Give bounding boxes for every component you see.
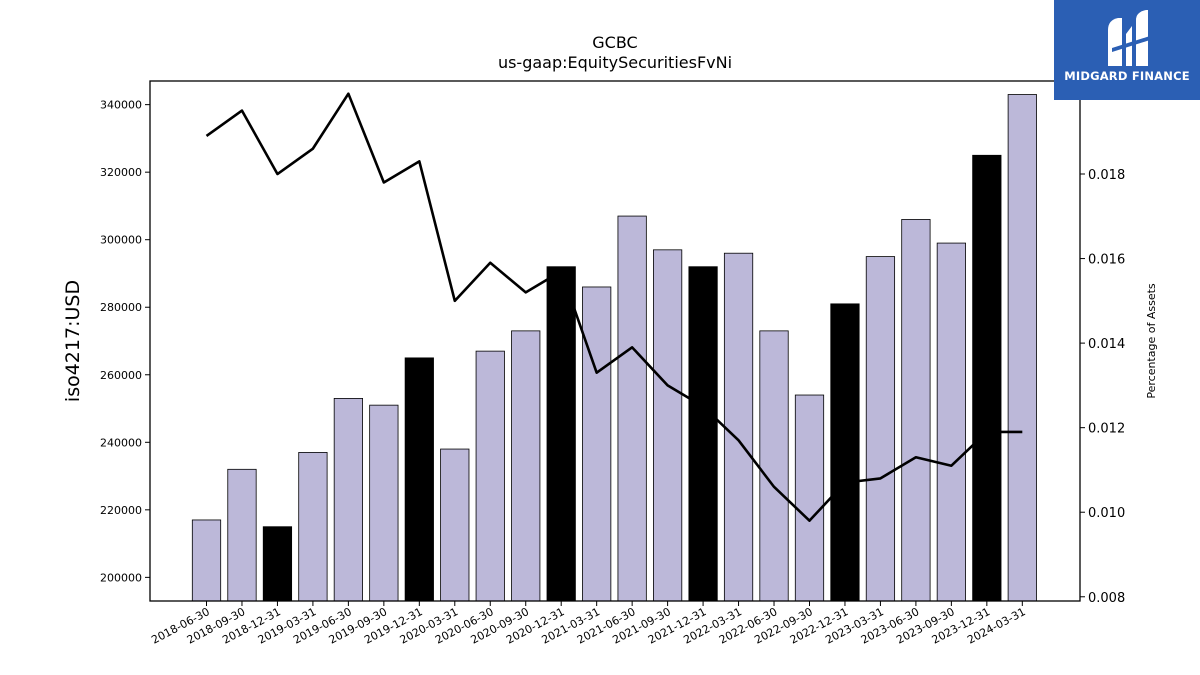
y2-tick-label: 0.014 [1088, 337, 1125, 352]
bar-2020-03-31 [440, 448, 470, 602]
y2-tick-label: 0.008 [1088, 591, 1125, 606]
bar-2023-03-31 [865, 256, 896, 602]
bar-2018-12-31 [262, 526, 293, 602]
series-line [205, 92, 1023, 522]
bar-2019-12-31 [404, 357, 434, 602]
bar-2019-06-30 [333, 398, 363, 602]
bar-2022-06-30 [759, 330, 789, 602]
bar-series [191, 94, 1037, 602]
y-tick-label: 260000 [100, 369, 142, 382]
bar-2022-09-30 [794, 394, 825, 602]
bar-2018-09-30 [227, 468, 257, 602]
bar-2021-12-31 [688, 266, 718, 602]
y-tick-label: 200000 [100, 571, 142, 584]
y2-tick-label: 0.016 [1088, 253, 1125, 268]
bar-2023-06-30 [901, 219, 931, 602]
bar-2020-09-30 [511, 330, 541, 602]
y-tick-label: 220000 [100, 504, 142, 517]
bar-2023-12-31 [972, 154, 1002, 602]
bar-2020-06-30 [475, 350, 505, 602]
bar-2022-03-31 [723, 252, 754, 602]
bar-2020-12-31 [546, 266, 576, 602]
bar-2019-09-30 [369, 404, 399, 602]
line-series [205, 92, 1023, 522]
y-tick-label: 320000 [100, 166, 142, 179]
bar-2023-09-30 [936, 242, 966, 602]
bar-2021-03-31 [582, 286, 612, 602]
y-tick-label: 280000 [100, 301, 142, 314]
bar-2024-03-31 [1007, 94, 1037, 602]
chart-subtitle: us-gaap:EquitySecuritiesFvNi [498, 53, 732, 72]
bar-2021-06-30 [617, 215, 647, 602]
brand-name: MIDGARD FINANCE [1064, 69, 1190, 83]
bar-2018-06-30 [191, 519, 222, 602]
y-axis: 200000 220000 240000 260000 280000 300000 3200… [100, 99, 150, 584]
plot-frame [149, 80, 1081, 602]
midgard-logo-icon [1108, 10, 1150, 66]
y2-tick-label: 0.010 [1088, 506, 1125, 521]
y2-axis-label: Percentage of Assets [1145, 283, 1158, 399]
y-tick-label: 340000 [100, 99, 142, 112]
y-tick-label: 240000 [100, 436, 142, 449]
y2-tick-label: 0.012 [1088, 422, 1125, 437]
y-axis-label: iso4217:USD [62, 280, 84, 402]
x-axis: 2018-06-302018-09-302018-12-312019-03-31… [149, 601, 1028, 647]
brand-logo: MIDGARD FINANCE [1054, 0, 1200, 100]
y-tick-label: 300000 [100, 234, 142, 247]
bar-2021-09-30 [653, 249, 683, 602]
bar-2022-12-31 [830, 303, 860, 602]
bar-2019-03-31 [298, 452, 328, 602]
chart-title: GCBC [592, 33, 637, 52]
y2-tick-label: 0.018 [1088, 168, 1125, 183]
